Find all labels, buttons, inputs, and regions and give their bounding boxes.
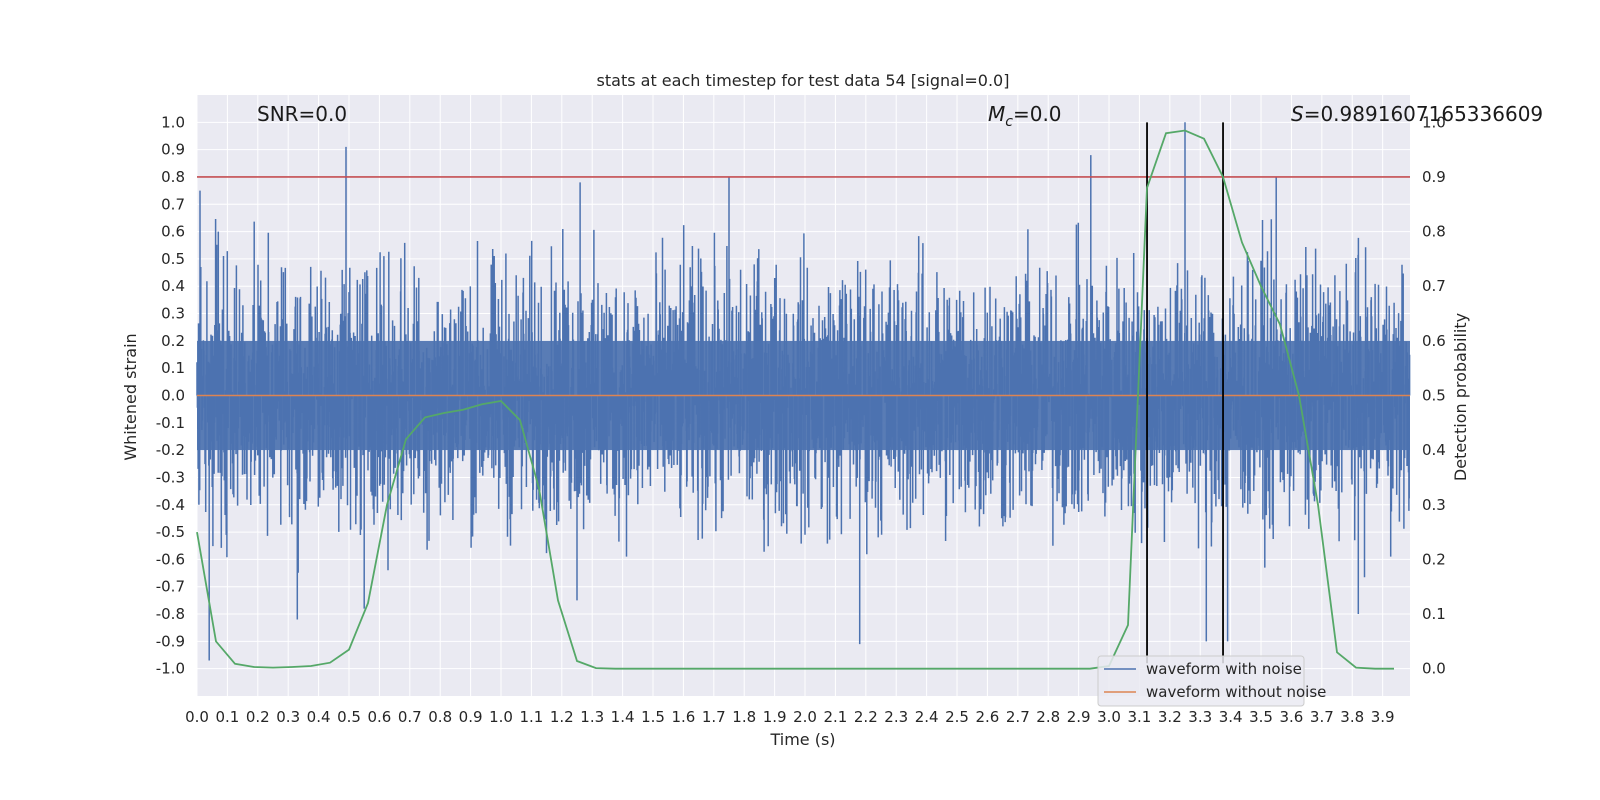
- overlays: [196, 122, 1410, 670]
- y-tick-label: 0.7: [161, 195, 185, 213]
- y-tick-label: -0.5: [156, 523, 185, 541]
- noise-trace: [196, 122, 1411, 661]
- s-symbol: S: [1291, 102, 1304, 126]
- y-tick-label: 0.2: [161, 332, 185, 350]
- x-tick-label: 2.8: [1036, 708, 1060, 726]
- x-tick-label: 0.0: [185, 708, 209, 726]
- x-tick-label: 1.2: [550, 708, 574, 726]
- y2-tick-label: 0.4: [1422, 441, 1446, 459]
- x-tick-label: 1.0: [489, 708, 513, 726]
- x-tick-label: 3.0: [1097, 708, 1121, 726]
- x-tick-label: 0.8: [428, 708, 452, 726]
- y-tick-label: 0.3: [161, 305, 185, 323]
- x-tick-label: 3.4: [1219, 708, 1243, 726]
- legend: waveform with noise waveform without noi…: [1097, 655, 1326, 707]
- x-tick-label: 2.2: [854, 708, 878, 726]
- mc-annotation: Mc=0.0: [988, 102, 1062, 130]
- y-tick-label: -1.0: [156, 660, 185, 678]
- y-tick-label: -0.6: [156, 550, 185, 568]
- y2-tick-label: 1.0: [1422, 113, 1446, 131]
- x-tick-label: 1.7: [702, 708, 726, 726]
- x-tick-label: 0.5: [337, 708, 361, 726]
- x-tick-label: 2.3: [884, 708, 908, 726]
- y-tick-label: -0.3: [156, 468, 185, 486]
- y2-tick-label: 0.3: [1422, 496, 1446, 514]
- x-tick-label: 3.8: [1340, 708, 1364, 726]
- x-axis-label: Time (s): [769, 730, 835, 749]
- y-tick-label: 0.8: [161, 168, 185, 186]
- x-tick-label: 3.6: [1280, 708, 1304, 726]
- y-tick-label: 1.0: [161, 113, 185, 131]
- x-tick-label: 1.9: [763, 708, 787, 726]
- x-tick-label: 2.4: [915, 708, 939, 726]
- series-detection-probability: [196, 129, 1394, 670]
- legend-label-noise: waveform with noise: [1146, 660, 1302, 678]
- y-tick-label: -0.1: [156, 414, 185, 432]
- y-tick-label: 0.6: [161, 223, 185, 241]
- x-tick-label: 2.1: [823, 708, 847, 726]
- y2-tick-label: 0.2: [1422, 550, 1446, 568]
- y-tick-label: -0.4: [156, 496, 185, 514]
- s-annotation: S=0.9891607165336609: [1291, 102, 1543, 126]
- x-tick-label: 1.6: [671, 708, 695, 726]
- x-tick-label: 3.1: [1128, 708, 1152, 726]
- y-tick-labels: 1.0 0.9 0.8 0.7 0.6 0.5 0.4 0.3 0.2 0.1 0.0 -0.1 -0.…: [156, 113, 185, 677]
- y2-tick-label: 0.9: [1422, 168, 1446, 186]
- x-tick-label: 0.3: [276, 708, 300, 726]
- x-tick-label: 0.6: [367, 708, 391, 726]
- chart-title: stats at each timestep for test data 54 …: [597, 71, 1010, 90]
- mc-symbol: M: [988, 102, 1005, 126]
- x-tick-label: 0.1: [215, 708, 239, 726]
- x-tick-label: 3.5: [1249, 708, 1273, 726]
- s-value: =0.9891607165336609: [1304, 102, 1543, 126]
- x-tick-label: 2.9: [1067, 708, 1091, 726]
- y2-tick-label: 0.5: [1422, 387, 1446, 405]
- x-tick-label: 1.5: [641, 708, 665, 726]
- x-tick-label: 0.2: [246, 708, 270, 726]
- y-tick-label: 0.4: [161, 277, 185, 295]
- x-tick-label: 1.1: [519, 708, 543, 726]
- x-tick-label: 0.9: [459, 708, 483, 726]
- legend-label-clean: waveform without noise: [1146, 683, 1326, 701]
- y-tick-label: 0.0: [161, 387, 185, 405]
- x-tick-label: 2.0: [793, 708, 817, 726]
- x-tick-label: 2.7: [1006, 708, 1030, 726]
- x-tick-label: 2.5: [945, 708, 969, 726]
- x-tick-label: 2.6: [975, 708, 999, 726]
- x-tick-label: 1.8: [732, 708, 756, 726]
- x-tick-label: 3.7: [1310, 708, 1334, 726]
- x-tick-label: 0.4: [307, 708, 331, 726]
- snr-annotation: SNR=0.0: [257, 102, 347, 126]
- y2-tick-label: 0.1: [1422, 605, 1446, 623]
- x-tick-label: 0.7: [398, 708, 422, 726]
- y2-tick-label: 0.0: [1422, 660, 1446, 678]
- y-tick-label: -0.2: [156, 441, 185, 459]
- y2-tick-label: 0.8: [1422, 223, 1446, 241]
- x-tick-labels: 0.0 0.1 0.2 0.3 0.4 0.5 0.6 0.7 0.8 0.9 1.0 1.1 1.2 1…: [185, 708, 1394, 726]
- y-tick-label: -0.7: [156, 578, 185, 596]
- x-tick-label: 3.2: [1158, 708, 1182, 726]
- mc-subscript: c: [1005, 114, 1013, 130]
- x-tick-label: 3.9: [1371, 708, 1395, 726]
- x-tick-label: 1.3: [580, 708, 604, 726]
- x-tick-label: 1.4: [611, 708, 635, 726]
- y-tick-label: 0.9: [161, 141, 185, 159]
- y-tick-label: -0.9: [156, 632, 185, 650]
- y-axis-label: Whitened strain: [121, 333, 140, 460]
- y2-tick-label: 0.7: [1422, 277, 1446, 295]
- x-tick-label: 3.3: [1188, 708, 1212, 726]
- y-tick-label: 0.5: [161, 250, 185, 268]
- mc-value: =0.0: [1013, 102, 1062, 126]
- y-tick-label: 0.1: [161, 359, 185, 377]
- legend-box: [1097, 655, 1305, 707]
- y-tick-label: -0.8: [156, 605, 185, 623]
- y2-tick-label: 0.6: [1422, 332, 1446, 350]
- y2-axis-label: Detection probability: [1451, 313, 1470, 481]
- y2-tick-labels: 1.0 0.9 0.8 0.7 0.6 0.5 0.4 0.3 0.2 0.1 0.0: [1422, 113, 1446, 677]
